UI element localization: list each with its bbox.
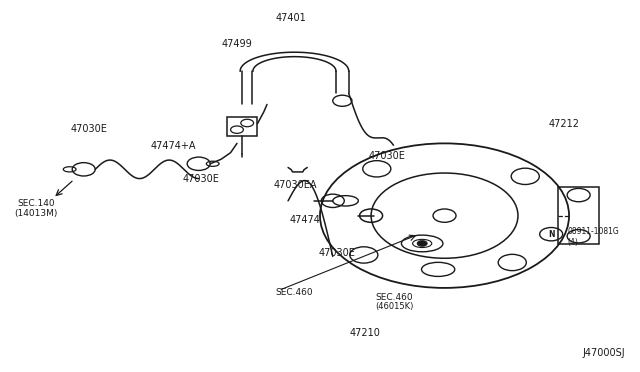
Text: 47401: 47401: [276, 13, 307, 23]
Text: (46015K): (46015K): [376, 302, 414, 311]
Bar: [227, 118, 257, 136]
Text: 47212: 47212: [548, 119, 579, 129]
Text: 08911-1081G: 08911-1081G: [568, 227, 620, 237]
Text: SEC.460: SEC.460: [376, 293, 413, 302]
Text: 47030EA: 47030EA: [274, 180, 317, 190]
Text: 47030E: 47030E: [319, 248, 356, 259]
Bar: [558, 187, 600, 244]
Text: (14013M): (14013M): [14, 209, 58, 218]
Text: J47000SJ: J47000SJ: [582, 348, 625, 358]
Text: 47210: 47210: [349, 328, 380, 338]
Text: 47499: 47499: [221, 39, 252, 49]
Text: 47474+A: 47474+A: [150, 141, 196, 151]
Text: 47474: 47474: [289, 215, 320, 225]
Text: 47030E: 47030E: [71, 124, 108, 134]
Text: SEC.140: SEC.140: [17, 199, 54, 208]
Circle shape: [417, 240, 428, 246]
Text: SEC.460: SEC.460: [275, 288, 313, 296]
Text: (4): (4): [568, 238, 579, 247]
Text: 47030E: 47030E: [369, 151, 405, 161]
Text: N: N: [548, 230, 554, 239]
Text: 47030E: 47030E: [182, 174, 220, 184]
